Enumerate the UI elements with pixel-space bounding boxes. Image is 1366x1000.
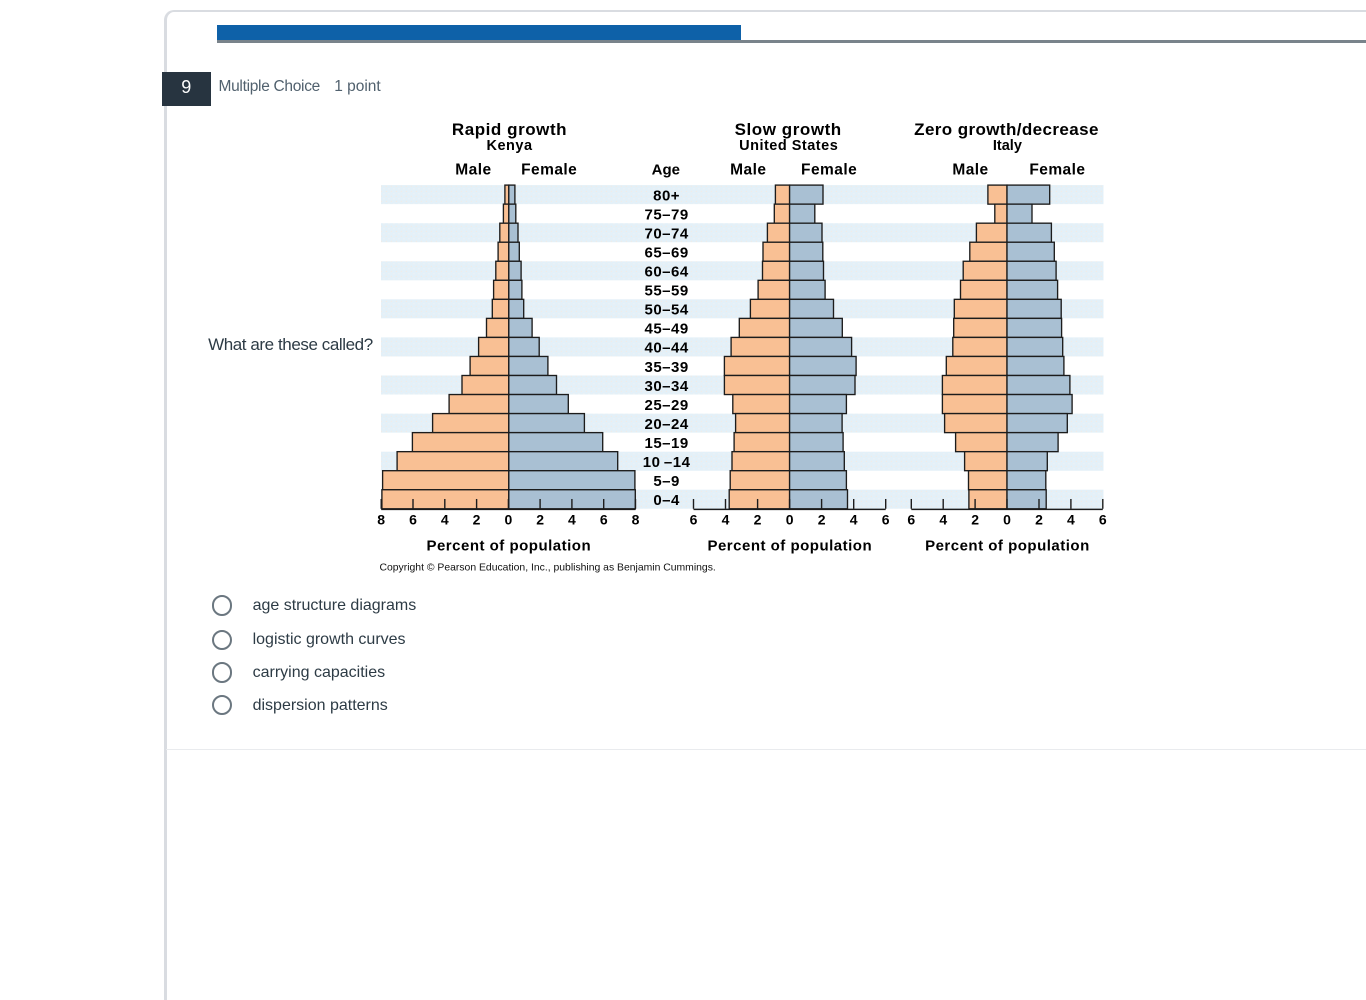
svg-text:6: 6 [600, 511, 608, 527]
svg-text:United States: United States [739, 138, 838, 154]
svg-text:65–69: 65–69 [644, 245, 688, 262]
svg-text:Copyright © Pearson Education,: Copyright © Pearson Education, Inc., pub… [380, 562, 716, 573]
svg-text:80+: 80+ [653, 187, 680, 204]
svg-text:Female: Female [1029, 161, 1085, 178]
svg-text:0–4: 0–4 [653, 492, 680, 509]
svg-text:15–19: 15–19 [644, 435, 688, 452]
svg-text:Age: Age [652, 161, 680, 178]
svg-text:Female: Female [521, 161, 577, 178]
svg-text:2: 2 [971, 511, 979, 527]
svg-text:4: 4 [939, 511, 947, 527]
svg-text:25–29: 25–29 [644, 397, 688, 414]
svg-text:6: 6 [690, 511, 698, 527]
svg-text:Percent of population: Percent of population [426, 537, 591, 554]
svg-text:6: 6 [1099, 511, 1107, 527]
svg-text:Male: Male [952, 161, 988, 178]
svg-text:Kenya: Kenya [486, 138, 532, 154]
svg-text:0: 0 [786, 511, 794, 527]
svg-text:8: 8 [632, 511, 640, 527]
svg-text:Percent of population: Percent of population [925, 537, 1090, 554]
svg-text:Zero growth/decrease: Zero growth/decrease [914, 120, 1099, 139]
svg-text:0: 0 [504, 511, 512, 527]
svg-text:20–24: 20–24 [644, 416, 688, 433]
svg-text:70–74: 70–74 [644, 225, 688, 242]
svg-text:55–59: 55–59 [644, 283, 688, 300]
svg-text:Slow growth: Slow growth [735, 120, 842, 139]
svg-text:4: 4 [1067, 511, 1075, 527]
svg-text:4: 4 [441, 511, 449, 527]
svg-text:4: 4 [722, 511, 730, 527]
svg-text:2: 2 [754, 511, 762, 527]
svg-text:40–44: 40–44 [644, 340, 688, 357]
svg-text:30–34: 30–34 [644, 378, 688, 395]
svg-text:45–49: 45–49 [644, 321, 688, 338]
svg-text:35–39: 35–39 [644, 359, 688, 376]
svg-text:2: 2 [818, 511, 826, 527]
svg-text:Male: Male [730, 161, 766, 178]
svg-text:6: 6 [409, 511, 417, 527]
svg-text:Male: Male [455, 161, 491, 178]
svg-text:2: 2 [536, 511, 544, 527]
svg-text:Percent of population: Percent of population [707, 537, 872, 554]
svg-text:60–64: 60–64 [644, 264, 688, 281]
svg-text:Italy: Italy [993, 138, 1022, 154]
svg-text:50–54: 50–54 [644, 302, 688, 319]
svg-text:2: 2 [1035, 511, 1043, 527]
svg-text:2: 2 [473, 511, 481, 527]
svg-text:5–9: 5–9 [653, 473, 680, 490]
svg-text:Female: Female [801, 161, 857, 178]
svg-text:75–79: 75–79 [644, 206, 688, 223]
svg-text:10 –14: 10 –14 [643, 454, 691, 471]
svg-text:6: 6 [882, 511, 890, 527]
svg-text:4: 4 [568, 511, 576, 527]
svg-text:0: 0 [1003, 511, 1011, 527]
svg-text:6: 6 [907, 511, 915, 527]
svg-text:Rapid growth: Rapid growth [452, 120, 567, 139]
svg-text:4: 4 [850, 511, 858, 527]
svg-text:8: 8 [377, 511, 385, 527]
